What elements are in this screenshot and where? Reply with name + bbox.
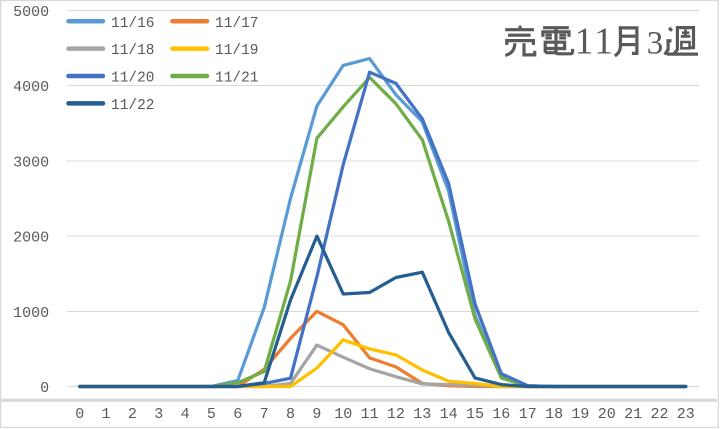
svg-text:3: 3	[154, 406, 163, 423]
svg-text:10: 10	[334, 406, 352, 423]
svg-text:13: 13	[413, 406, 431, 423]
svg-text:2: 2	[128, 406, 137, 423]
svg-text:3: 3	[647, 26, 664, 62]
svg-text:11/17: 11/17	[215, 16, 259, 32]
svg-text:17: 17	[519, 406, 537, 423]
svg-text:0: 0	[75, 406, 84, 423]
svg-text:15: 15	[466, 406, 484, 423]
svg-text:19: 19	[571, 406, 589, 423]
svg-text:5000: 5000	[13, 4, 49, 21]
svg-text:11/16: 11/16	[111, 16, 155, 32]
svg-text:12: 12	[387, 406, 405, 423]
svg-text:18: 18	[545, 406, 563, 423]
svg-text:11/22: 11/22	[111, 98, 155, 114]
svg-text:20: 20	[598, 406, 616, 423]
svg-text:1000: 1000	[13, 305, 49, 322]
svg-text:1: 1	[101, 406, 110, 423]
svg-text:11: 11	[361, 406, 379, 423]
svg-text:7: 7	[260, 406, 269, 423]
svg-text:4: 4	[181, 406, 190, 423]
svg-text:5: 5	[207, 406, 216, 423]
svg-text:3000: 3000	[13, 154, 49, 171]
svg-text:11/20: 11/20	[111, 71, 155, 87]
svg-text:14: 14	[440, 406, 458, 423]
svg-text:8: 8	[286, 406, 295, 423]
svg-text:11/19: 11/19	[215, 43, 259, 59]
svg-text:0: 0	[40, 380, 49, 397]
svg-text:11/18: 11/18	[111, 43, 155, 59]
svg-text:9: 9	[312, 406, 321, 423]
svg-text:22: 22	[650, 406, 668, 423]
svg-text:16: 16	[492, 406, 510, 423]
svg-text:21: 21	[624, 406, 642, 423]
svg-text:23: 23	[677, 406, 695, 423]
svg-text:6: 6	[233, 406, 242, 423]
svg-text:11: 11	[575, 21, 616, 63]
svg-text:4000: 4000	[13, 79, 49, 96]
svg-text:2000: 2000	[13, 230, 49, 247]
svg-text:11/21: 11/21	[215, 71, 259, 87]
